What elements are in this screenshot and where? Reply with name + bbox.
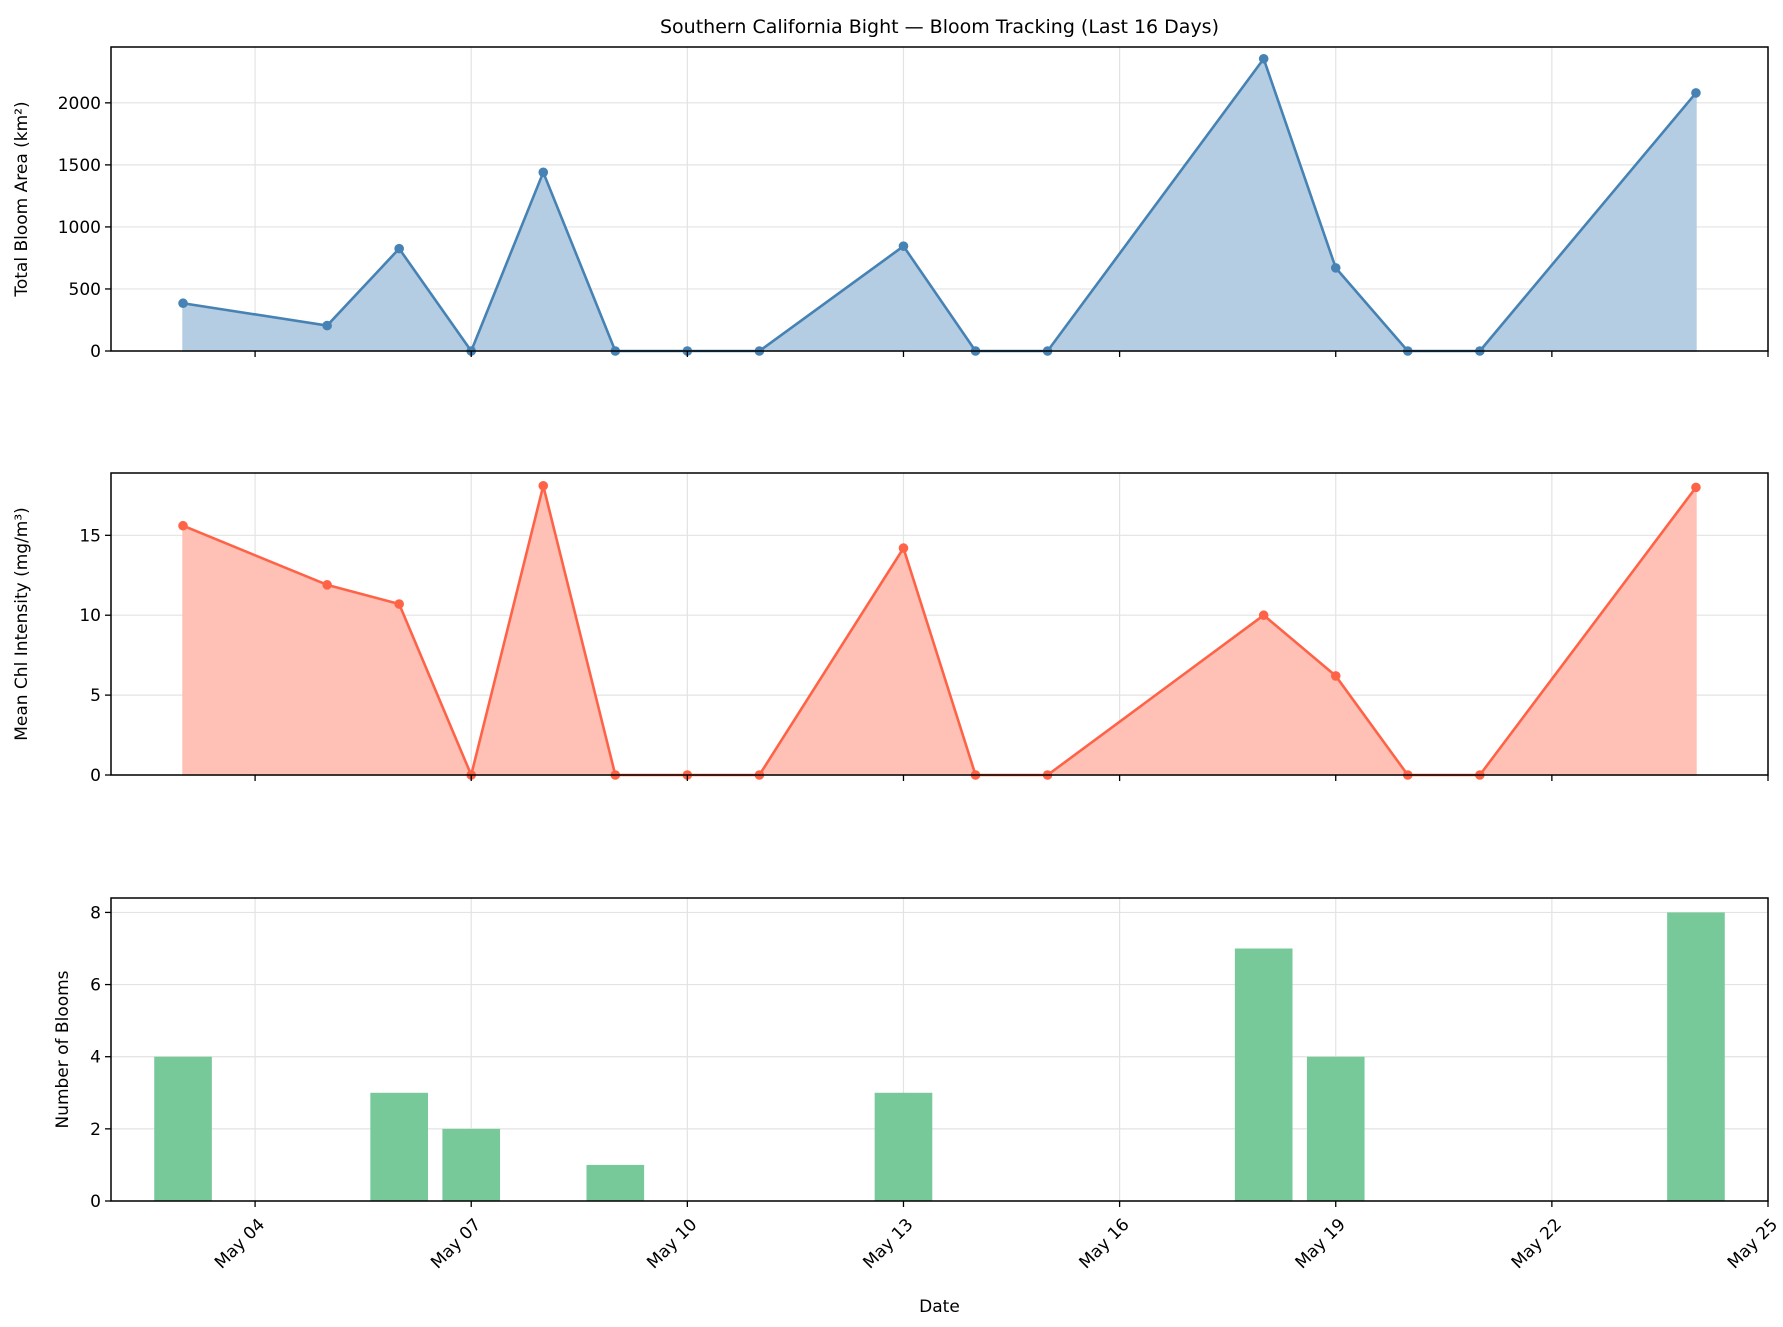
bar xyxy=(874,1092,933,1201)
panel-1: 0 500 1000 1500 2000 Total Bloom Area (km²) xyxy=(12,46,1769,362)
data-point xyxy=(1258,610,1269,621)
x-tick-label: May 13 xyxy=(859,1215,917,1273)
axes-frame xyxy=(110,897,1769,1202)
bar xyxy=(154,1056,212,1201)
panels: 0 500 1000 1500 2000 Total Bloom Area (km²) 0 5… xyxy=(12,46,1782,1273)
x-tick-label: May 19 xyxy=(1292,1215,1350,1273)
series-line xyxy=(182,57,1697,353)
data-point xyxy=(394,599,404,609)
x-tick-label: May 22 xyxy=(1508,1215,1566,1273)
y-tick-label: 0 xyxy=(90,342,101,362)
figure-title: Southern California Bight — Bloom Tracki… xyxy=(660,16,1219,38)
data-point xyxy=(322,320,332,331)
panel-2: 0 5 10 15 Mean Chl Intensity (mg/m³) xyxy=(12,472,1769,786)
x-tick-label: May 25 xyxy=(1724,1215,1782,1273)
y-tick-label: 500 xyxy=(69,280,101,300)
bar xyxy=(370,1092,428,1201)
x-tick-label: May 10 xyxy=(643,1215,701,1273)
x-axis-label: Date xyxy=(919,1297,960,1317)
y-axis-label: Mean Chl Intensity (mg/m³) xyxy=(12,507,32,741)
bar xyxy=(442,1128,501,1201)
y-tick-label: 10 xyxy=(79,606,101,626)
y-tick-label: 1500 xyxy=(58,156,101,176)
y-tick-label: 2000 xyxy=(58,94,101,114)
data-point xyxy=(1330,263,1341,273)
y-tick-label: 0 xyxy=(90,766,101,786)
data-point xyxy=(178,520,188,531)
data-point xyxy=(898,241,909,251)
bar xyxy=(1234,948,1293,1201)
data-point xyxy=(898,543,909,553)
bar xyxy=(586,1164,645,1201)
y-tick-label: 15 xyxy=(79,526,101,546)
y-tick-label: 6 xyxy=(90,976,101,996)
y-tick-label: 0 xyxy=(90,1192,101,1212)
data-point xyxy=(178,298,188,309)
data-point xyxy=(538,480,549,491)
y-tick-label: 1000 xyxy=(58,218,101,238)
x-tick-label: May 04 xyxy=(211,1215,269,1273)
axes-frame xyxy=(110,472,1769,776)
y-tick-label: 2 xyxy=(90,1120,101,1140)
panel-3: 0 2 4 6 8 May 04 May 07 May 10 May 13 May 16 May 1… xyxy=(53,897,1782,1273)
series-line xyxy=(182,484,1697,777)
y-tick-label: 8 xyxy=(90,903,101,923)
data-point xyxy=(1691,88,1701,98)
x-tick-label: May 07 xyxy=(427,1215,485,1273)
y-tick-label: 5 xyxy=(90,686,101,706)
x-tick-label: May 16 xyxy=(1076,1215,1134,1273)
data-point xyxy=(538,167,549,178)
bar xyxy=(1306,1056,1365,1201)
data-point xyxy=(394,243,404,254)
axes-frame xyxy=(110,46,1769,352)
y-axis-label: Number of Blooms xyxy=(53,970,73,1128)
data-point xyxy=(322,580,332,590)
data-point xyxy=(1691,482,1701,493)
y-tick-label: 4 xyxy=(90,1048,101,1068)
y-axis-label: Total Bloom Area (km²) xyxy=(12,101,32,297)
bar xyxy=(1667,912,1725,1201)
data-point xyxy=(1330,671,1341,681)
data-point xyxy=(1258,53,1269,64)
